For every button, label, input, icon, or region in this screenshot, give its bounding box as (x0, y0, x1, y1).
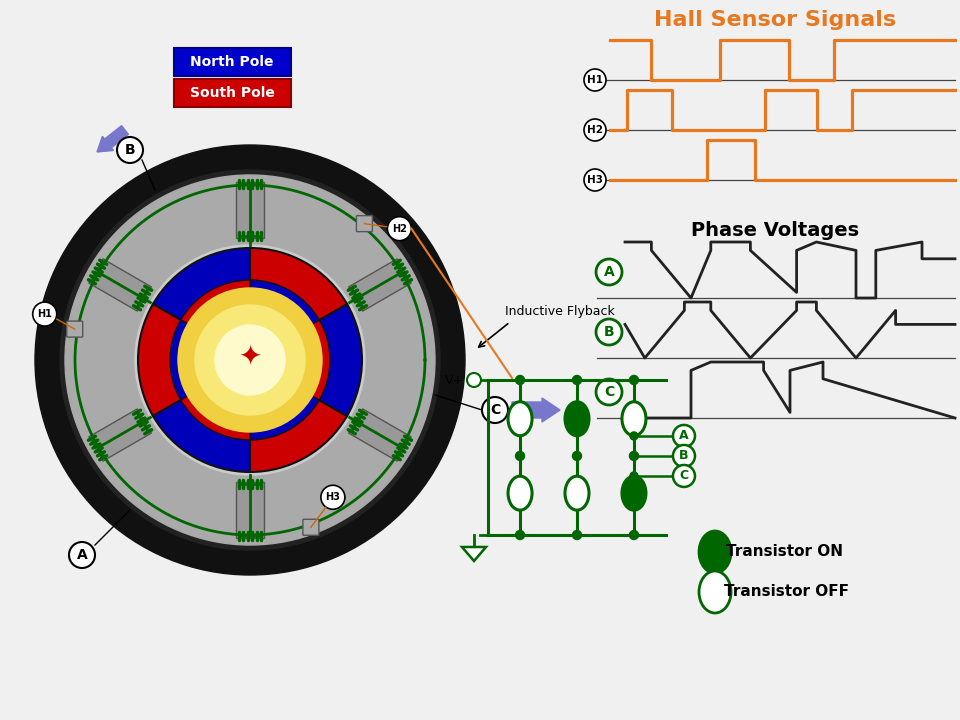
FancyBboxPatch shape (302, 519, 319, 535)
Ellipse shape (622, 476, 646, 510)
Circle shape (467, 373, 481, 387)
Circle shape (630, 376, 638, 384)
Text: C: C (680, 469, 688, 482)
Text: C: C (604, 385, 614, 399)
Text: North Pole: North Pole (190, 55, 274, 69)
Wedge shape (180, 360, 250, 440)
Text: H3: H3 (587, 175, 603, 185)
Circle shape (673, 425, 695, 447)
FancyBboxPatch shape (174, 48, 291, 76)
Ellipse shape (565, 402, 589, 436)
Text: Inductive Flyback: Inductive Flyback (505, 305, 614, 318)
Circle shape (596, 379, 622, 405)
Circle shape (60, 170, 440, 550)
Ellipse shape (699, 531, 731, 573)
Circle shape (673, 445, 695, 467)
Circle shape (65, 175, 435, 545)
FancyBboxPatch shape (356, 216, 372, 232)
FancyBboxPatch shape (174, 79, 291, 107)
FancyArrow shape (512, 398, 560, 422)
Wedge shape (250, 360, 320, 440)
Circle shape (516, 531, 524, 539)
Ellipse shape (508, 402, 532, 436)
Circle shape (584, 69, 606, 91)
Circle shape (195, 305, 305, 415)
Text: H2: H2 (587, 125, 603, 135)
Polygon shape (236, 182, 264, 238)
Text: H1: H1 (37, 309, 52, 319)
Text: ✦: ✦ (238, 342, 262, 370)
Circle shape (673, 465, 695, 487)
Text: B: B (680, 449, 688, 462)
Ellipse shape (699, 571, 731, 613)
Ellipse shape (508, 476, 532, 510)
Circle shape (117, 137, 143, 163)
Text: A: A (77, 548, 87, 562)
Circle shape (630, 452, 638, 460)
Circle shape (572, 531, 582, 539)
Polygon shape (462, 547, 486, 561)
Text: Transistor ON: Transistor ON (727, 544, 844, 559)
Text: B: B (125, 143, 135, 157)
Wedge shape (180, 280, 250, 360)
Ellipse shape (565, 476, 589, 510)
FancyBboxPatch shape (66, 321, 83, 337)
Circle shape (33, 302, 57, 326)
Circle shape (215, 325, 285, 395)
Text: B: B (604, 325, 614, 339)
Wedge shape (170, 320, 250, 400)
Text: Phase Voltages: Phase Voltages (691, 220, 859, 240)
Polygon shape (236, 482, 264, 538)
Text: Transistor OFF: Transistor OFF (725, 585, 850, 600)
Wedge shape (250, 320, 330, 400)
Circle shape (516, 376, 524, 384)
Circle shape (388, 217, 412, 240)
Text: V+: V+ (444, 374, 464, 387)
Text: H3: H3 (325, 492, 340, 503)
Text: A: A (679, 429, 688, 443)
Text: Hall Sensor Signals: Hall Sensor Signals (654, 10, 896, 30)
Ellipse shape (622, 402, 646, 436)
Wedge shape (250, 248, 347, 360)
Circle shape (321, 485, 345, 509)
Wedge shape (250, 280, 320, 360)
Circle shape (482, 397, 508, 423)
Circle shape (69, 542, 95, 568)
Polygon shape (89, 259, 152, 311)
Circle shape (584, 169, 606, 191)
Wedge shape (153, 360, 250, 472)
Text: C: C (490, 403, 500, 417)
Text: H2: H2 (392, 224, 407, 234)
Circle shape (178, 288, 322, 432)
Polygon shape (89, 409, 152, 461)
Circle shape (630, 472, 638, 480)
Circle shape (630, 451, 638, 461)
Circle shape (572, 451, 582, 461)
Circle shape (516, 451, 524, 461)
Circle shape (596, 319, 622, 345)
Wedge shape (138, 304, 250, 416)
Polygon shape (348, 409, 411, 461)
Wedge shape (250, 360, 347, 472)
FancyArrow shape (97, 126, 129, 152)
Circle shape (630, 531, 638, 539)
Circle shape (584, 119, 606, 141)
Circle shape (630, 432, 638, 440)
Text: H1: H1 (587, 75, 603, 85)
Circle shape (596, 259, 622, 285)
Wedge shape (250, 304, 362, 416)
Circle shape (35, 145, 465, 575)
Circle shape (135, 245, 365, 475)
Circle shape (572, 376, 582, 384)
Polygon shape (348, 259, 411, 311)
Text: South Pole: South Pole (189, 86, 275, 100)
Wedge shape (153, 248, 250, 360)
Text: A: A (604, 265, 614, 279)
